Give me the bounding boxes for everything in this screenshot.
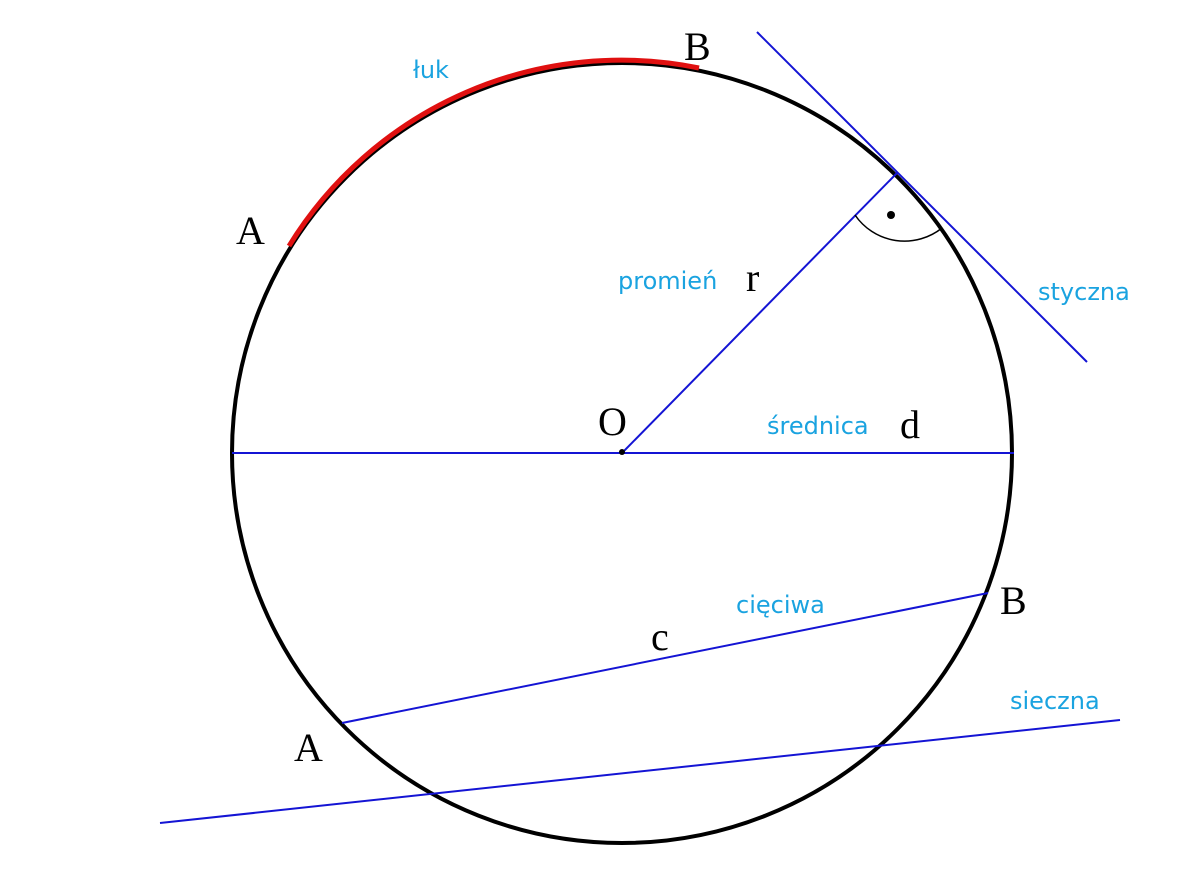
arc-end-label: B	[684, 24, 711, 69]
secant-line	[159, 719, 1121, 824]
tangent-line	[756, 31, 1088, 363]
chord-start-label: A	[294, 725, 323, 770]
radius-label: promień	[618, 267, 717, 295]
diameter-symbol: d	[900, 402, 920, 447]
center-label: O	[598, 399, 627, 444]
chord-symbol: c	[651, 614, 669, 659]
right-angle-dot	[887, 211, 895, 219]
center-point	[619, 449, 625, 455]
tangent-label: styczna	[1038, 278, 1130, 306]
arc-label: łuk	[413, 56, 449, 84]
chord-line	[341, 592, 989, 724]
diameter-label: średnica	[767, 412, 869, 440]
secant-label: sieczna	[1010, 687, 1100, 715]
arc-highlight	[286, 57, 700, 248]
radius-line	[621, 172, 898, 454]
arc-start-label: A	[236, 208, 265, 253]
radius-symbol: r	[746, 255, 759, 300]
right-angle-arc	[854, 214, 943, 242]
chord-label: cięciwa	[736, 591, 825, 619]
chord-end-label: B	[1000, 578, 1027, 623]
